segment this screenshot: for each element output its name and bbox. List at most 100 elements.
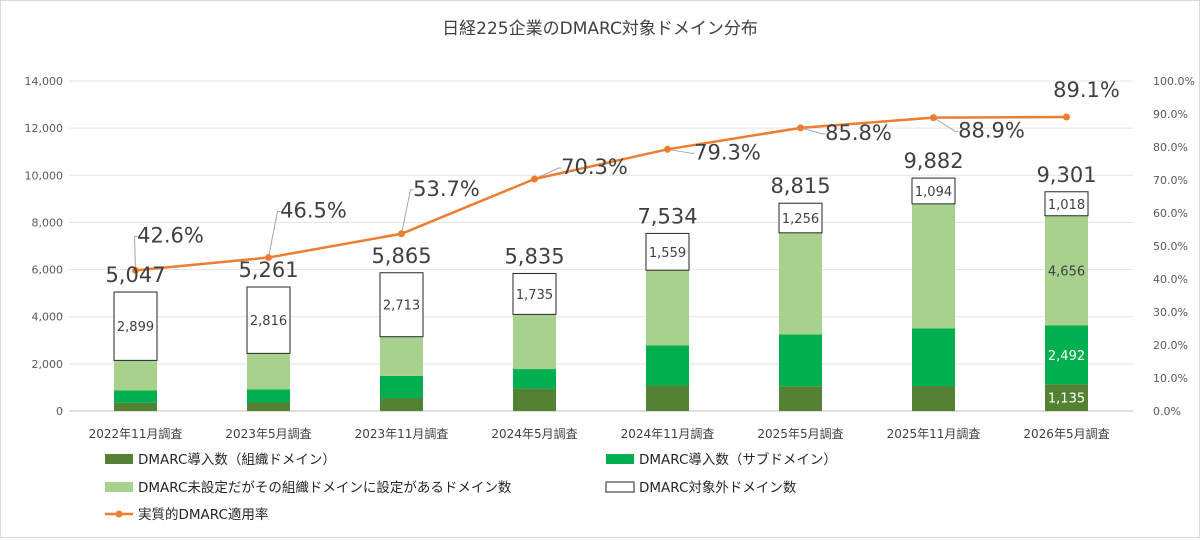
segment-label: 1,256 [782, 212, 819, 227]
rate-point [797, 124, 804, 132]
y-right-tick-label: 30.0% [1153, 306, 1188, 319]
segment-label: 1,094 [915, 185, 952, 200]
rate-point [664, 145, 671, 153]
segment-label: 1,559 [649, 246, 686, 261]
bar-segment [379, 272, 424, 338]
rate-point [132, 266, 139, 274]
bar-segment [512, 272, 557, 315]
y-right-tick-label: 40.0% [1153, 273, 1188, 286]
bar-segment [246, 286, 291, 354]
x-tick-label: 2022年11月調査 [89, 427, 183, 441]
legend-label: DMARC対象外ドメイン数 [639, 480, 797, 496]
total-label: 9,882 [903, 149, 963, 173]
legend: DMARC導入数（組織ドメイン） DMARC導入数（サブドメイン） DMARC未設定… [105, 451, 837, 523]
bar-segment [912, 386, 955, 411]
y-left-tick-label: 10,000 [25, 169, 64, 182]
bar-segment [513, 369, 556, 389]
segment-label: 2,899 [117, 320, 154, 335]
x-tick-label: 2023年5月調査 [225, 427, 311, 441]
bar-segment [1045, 384, 1088, 411]
bar-segment [113, 291, 158, 361]
bar-segment [380, 336, 423, 376]
x-tick-label: 2023年11月調査 [355, 427, 449, 441]
y-right-tick-label: 20.0% [1153, 339, 1188, 352]
bar-segment [645, 232, 690, 271]
bar-segment [779, 232, 822, 335]
bar-segment [912, 203, 955, 329]
total-label: 5,865 [371, 244, 431, 268]
bar-segment [1044, 191, 1089, 217]
segment-label: 1,135 [1048, 392, 1085, 407]
x-tick-label: 2026年5月調査 [1023, 427, 1109, 441]
bar-segment [1045, 325, 1088, 385]
gridlines [69, 80, 1133, 412]
x-tick-label: 2024年5月調査 [491, 427, 577, 441]
total-label: 5,835 [504, 244, 564, 268]
bar-segment [513, 388, 556, 411]
bar-segment [114, 402, 157, 411]
segment-label: 2,492 [1048, 349, 1085, 364]
legend-marker [115, 510, 123, 518]
bar-segment [912, 328, 955, 387]
segment-label: 1,018 [1048, 198, 1085, 213]
bar-segment [380, 398, 423, 411]
rate-point [1063, 113, 1070, 121]
leader-lines [133, 117, 959, 271]
x-tick-label: 2024年11月調査 [621, 427, 715, 441]
legend-swatch [606, 454, 634, 464]
bar-segment [114, 390, 157, 403]
bar-segment [646, 345, 689, 386]
total-label: 5,047 [105, 263, 165, 287]
y-axis-right: 0.0% 10.0% 20.0% 30.0% 40.0% 50.0% 60.0% 70.0% 8… [1153, 75, 1195, 418]
bar-segment [1045, 215, 1088, 326]
total-label: 8,815 [770, 174, 830, 198]
bar-segment [779, 334, 822, 387]
y-right-tick-label: 100.0% [1153, 75, 1195, 88]
legend-swatch [105, 454, 133, 464]
y-left-tick-label: 2,000 [32, 358, 64, 371]
bar-segment [779, 386, 822, 411]
y-right-tick-label: 0.0% [1153, 405, 1181, 418]
leader-line [268, 211, 281, 258]
y-left-tick-label: 6,000 [32, 264, 64, 277]
x-axis: 2022年11月調査 2023年5月調査 2023年11月調査 2024年5月調査 20… [89, 427, 1110, 441]
segment-label: 1,735 [516, 288, 553, 303]
chart-title: 日経225企業のDMARC対象ドメイン分布 [442, 19, 758, 39]
leader-line [133, 235, 138, 271]
y-right-tick-label: 80.0% [1153, 141, 1188, 154]
total-label: 9,301 [1036, 163, 1096, 187]
bar-segment [513, 314, 556, 370]
legend-swatch [605, 481, 635, 493]
y-right-tick-label: 70.0% [1153, 174, 1188, 187]
segment-label: 2,816 [250, 314, 287, 329]
rate-point [531, 175, 538, 183]
legend-label: DMARC導入数（組織ドメイン） [138, 452, 336, 468]
bar-segment [247, 402, 290, 411]
y-right-tick-label: 90.0% [1153, 108, 1188, 121]
y-left-tick-label: 12,000 [25, 122, 64, 135]
y-right-tick-label: 60.0% [1153, 207, 1188, 220]
y-left-tick-label: 4,000 [32, 311, 64, 324]
rate-point [265, 254, 272, 262]
rate-label: 53.7% [413, 177, 480, 201]
bar-segment [114, 360, 157, 391]
bar-segment [646, 385, 689, 411]
leader-line [800, 127, 826, 135]
rate-label: 70.3% [561, 155, 628, 179]
leader-line [401, 189, 414, 234]
rate-label: 79.3% [694, 140, 761, 164]
y-right-tick-label: 10.0% [1153, 372, 1188, 385]
bar-segment [646, 270, 689, 346]
leader-line [667, 148, 695, 154]
y-axis-left: 0 2,000 4,000 6,000 8,000 10,000 12,000 14,000 [25, 75, 64, 418]
bar-segment [380, 375, 423, 399]
x-tick-label: 2025年11月調査 [887, 427, 981, 441]
rate-point [398, 230, 405, 238]
rate-line-path [135, 115, 1067, 272]
total-label: 7,534 [637, 204, 697, 228]
rate-label: 42.6% [137, 223, 204, 247]
rate-point [930, 114, 937, 122]
legend-swatch [105, 482, 133, 492]
